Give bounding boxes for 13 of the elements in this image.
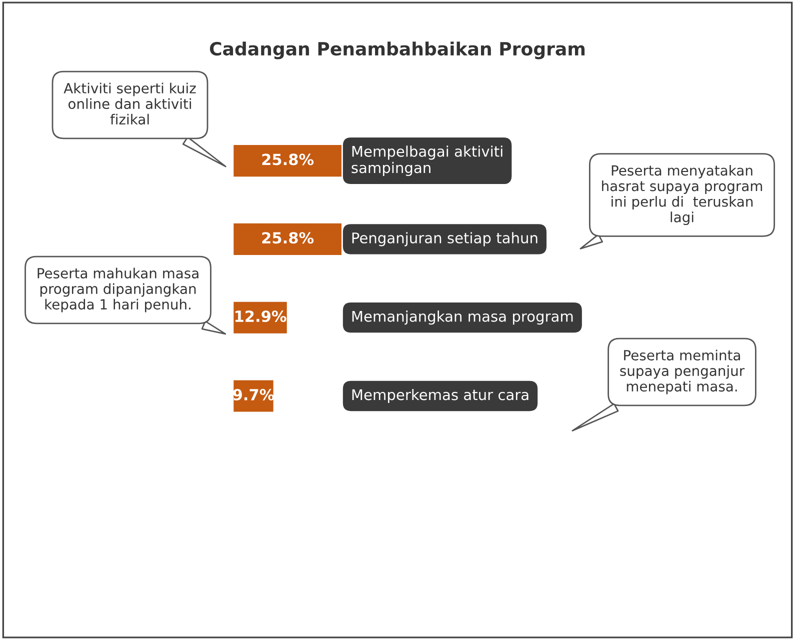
text: Peserta meminta supaya penganjur menepati masa. — [620, 350, 745, 394]
data-label: 12.9% — [235, 310, 286, 322]
text: Peserta mahukan masa program dipanjangkan kepada 1 hari penuh. — [38, 268, 198, 312]
text: Aktiviti seperti kuiz online dan aktiviti fizikal — [64, 82, 196, 125]
data-label: 25.8% — [262, 154, 314, 166]
text: Peserta menyatakan hasrat supaya program ini perlu di teruskan lagi — [602, 164, 762, 226]
y-tick-label: Memperkemas atur cara — [352, 388, 528, 404]
data-label: 9.7% — [233, 388, 274, 400]
data-label: 25.8% — [262, 232, 314, 244]
y-tick-label: Memanjangkan masa program — [352, 310, 573, 325]
y-tick-label: Mempelbagai aktiviti sampingan — [352, 146, 502, 176]
y-tick-label: Penganjuran setiap tahun — [352, 232, 538, 246]
text: Cadangan Penambahbaikan Program — [210, 42, 585, 60]
